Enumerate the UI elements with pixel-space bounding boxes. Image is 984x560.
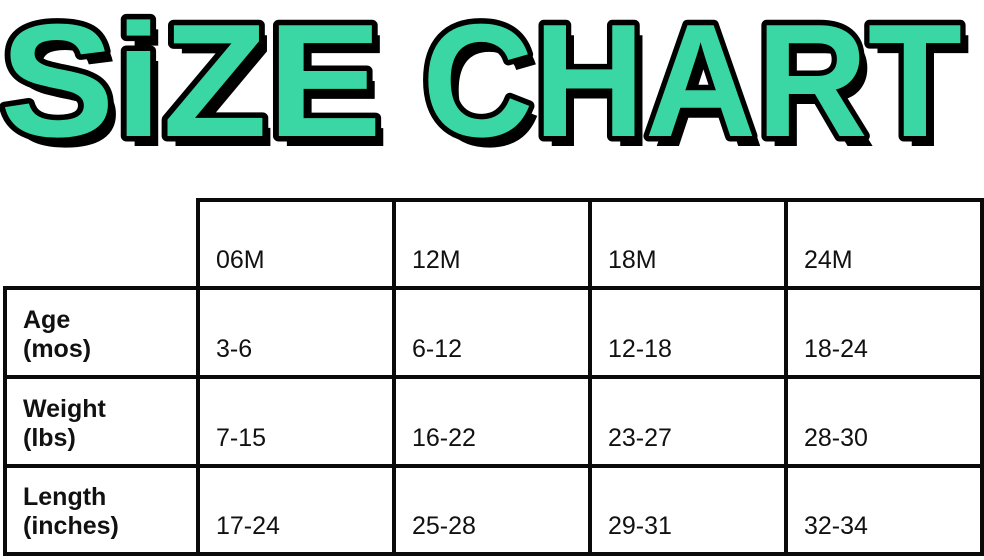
svg-text:SiZECHART: SiZE CHART xyxy=(0,0,962,170)
